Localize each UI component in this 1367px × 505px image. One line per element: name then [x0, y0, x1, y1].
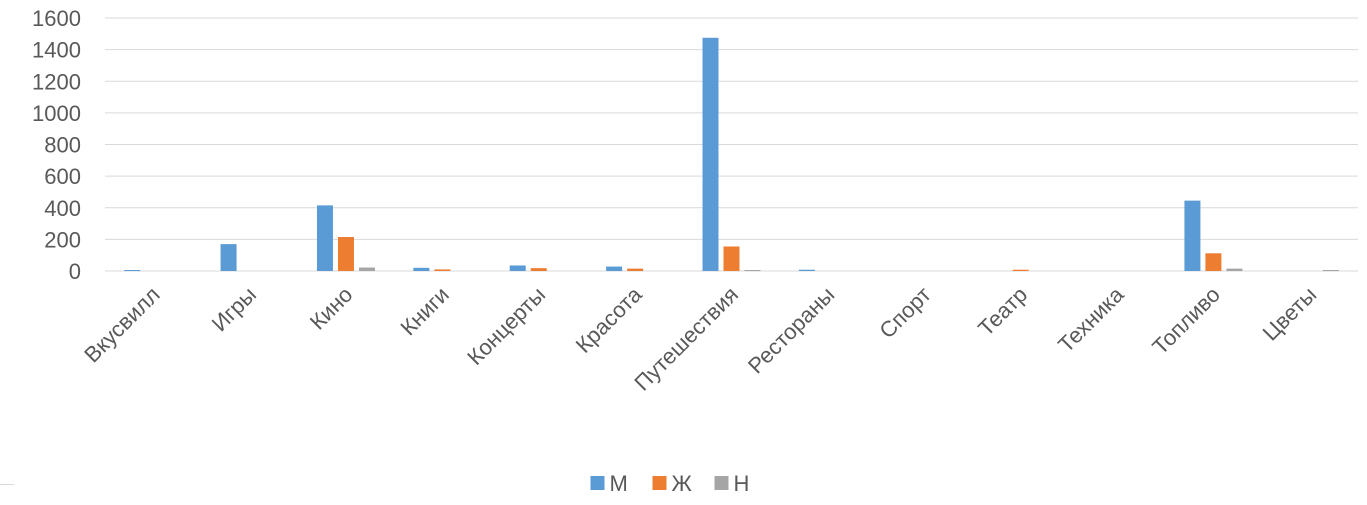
bar-М-Игры — [220, 244, 237, 271]
y-tick-label: 1200 — [32, 69, 81, 94]
bar-Ж-Топливо — [1205, 253, 1222, 271]
bar-Н-Путешествия — [744, 270, 761, 271]
bar-М-Рестораны — [798, 269, 815, 271]
gridlines — [105, 17, 1358, 272]
x-tick-label: Рестораны — [743, 282, 839, 378]
y-tick-label: 0 — [69, 259, 81, 284]
x-tick-label: Театр — [973, 282, 1032, 341]
bar-М-Концерты — [509, 265, 526, 271]
x-tick-label: Вкусвилл — [79, 282, 165, 368]
y-tick-label: 200 — [44, 227, 81, 252]
bar-Ж-Концерты — [530, 268, 547, 271]
bars — [124, 37, 1339, 271]
bar-М-Путешествия — [702, 37, 719, 271]
x-tick-label: Цветы — [1258, 282, 1322, 346]
legend-label: Н — [734, 471, 750, 496]
legend-label: Ж — [672, 471, 693, 496]
legend-swatch — [590, 476, 605, 490]
bar-М-Красота — [606, 266, 623, 271]
legend-label: М — [610, 471, 628, 496]
bar-Ж-Путешествия — [723, 246, 740, 271]
legend-swatch — [714, 476, 729, 490]
bar-Н-Топливо — [1226, 268, 1243, 271]
axis-stub — [0, 484, 14, 485]
x-tick-label: Игры — [207, 282, 261, 336]
bar-М-Кино — [316, 205, 333, 271]
x-tick-label: Техника — [1053, 281, 1129, 357]
x-tick-label: Концерты — [462, 282, 550, 370]
bar-Ж-Книги — [434, 269, 451, 271]
y-tick-label: 800 — [44, 133, 81, 158]
bar-Ж-Красота — [627, 268, 644, 271]
bar-Н-Цветы — [1322, 270, 1339, 271]
x-axis-ticks: Вкусвилл Игры Кино Книги Концерты КрасотаПуте… — [79, 281, 1321, 395]
x-tick-label: Красота — [571, 281, 647, 357]
y-tick-label: 1000 — [32, 101, 81, 126]
bar-Ж-Театр — [1012, 269, 1029, 271]
x-tick-label: Путешествия — [629, 282, 743, 396]
bar-М-Книги — [413, 267, 430, 271]
x-tick-label: Топливо — [1147, 282, 1225, 360]
x-tick-label: Книги — [395, 282, 453, 340]
legend-swatch — [652, 476, 667, 490]
x-tick-label: Кино — [305, 282, 358, 335]
y-tick-label: 1400 — [32, 38, 81, 63]
bar-М-Топливо — [1184, 200, 1201, 271]
y-tick-label: 1600 — [32, 6, 81, 31]
x-tick-label: Спорт — [874, 282, 935, 343]
bar-Ж-Кино — [337, 237, 354, 271]
bar-Н-Кино — [358, 267, 375, 271]
y-axis-ticks: 0 200 400 600 800 1000 1200 1400 1600 — [32, 6, 81, 284]
y-tick-label: 400 — [44, 196, 81, 221]
y-tick-label: 600 — [44, 164, 81, 189]
bar-М-Вкусвилл — [124, 270, 141, 271]
